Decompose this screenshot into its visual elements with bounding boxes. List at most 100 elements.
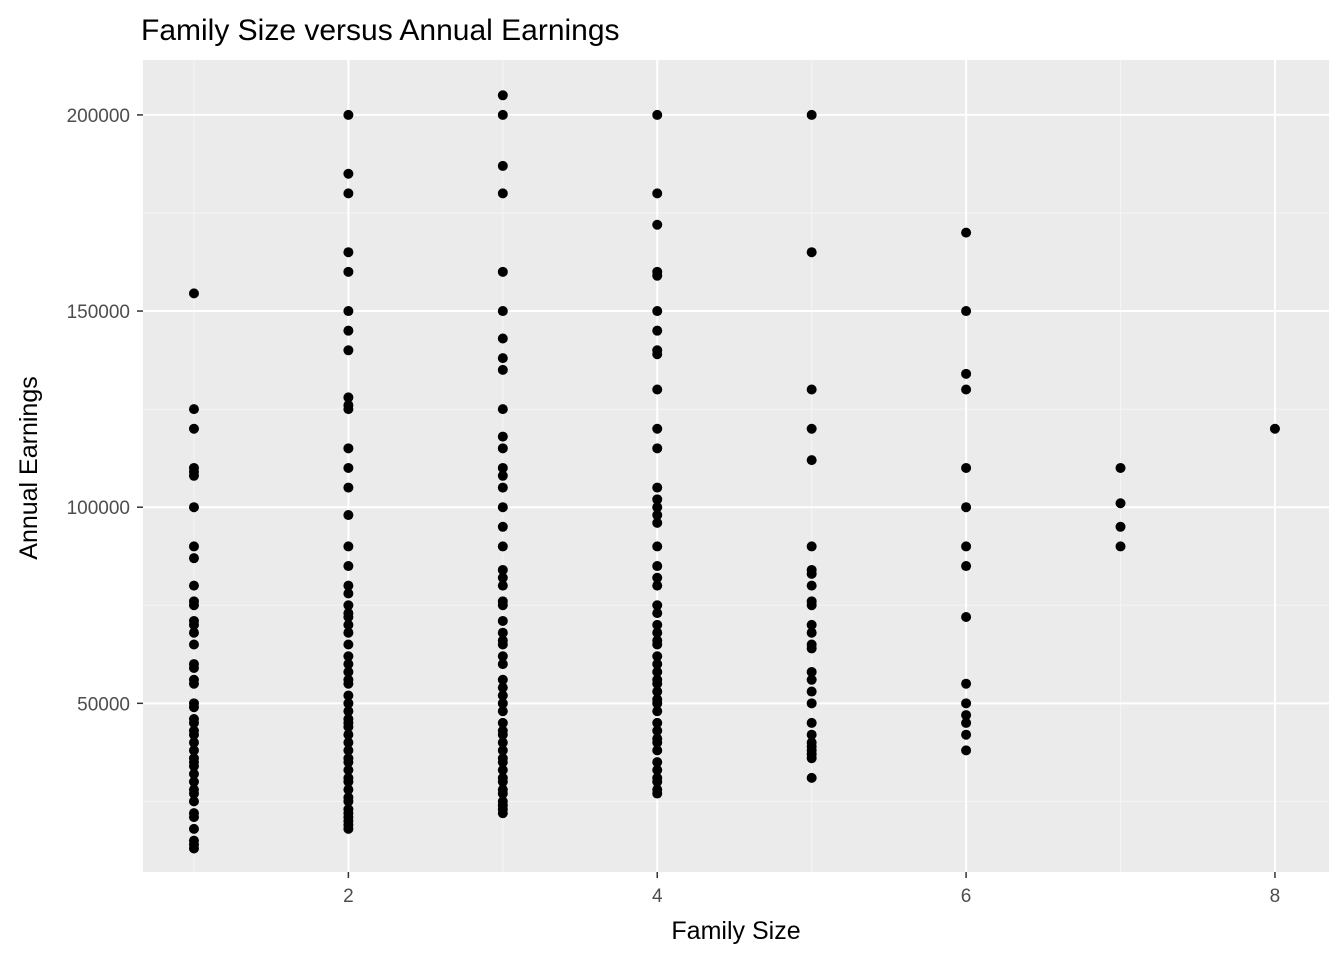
data-point [343,588,354,599]
data-point [497,698,508,709]
data-point [497,431,508,442]
data-point [497,443,508,454]
y-tick-label: 150000 [67,302,130,323]
data-point [497,90,508,101]
data-point [806,729,817,740]
data-point [343,678,354,689]
data-point [497,333,508,344]
data-point [188,717,199,728]
data-point [188,663,199,674]
data-point [497,160,508,171]
y-tick-label: 50000 [77,694,130,715]
data-point [1115,498,1126,509]
data-point [652,561,663,572]
data-point [343,188,354,199]
data-point [188,639,199,650]
data-point [188,768,199,779]
y-axis-title: Annual Earnings [15,376,43,559]
data-point [652,384,663,395]
data-point [806,619,817,630]
data-point [188,627,199,638]
data-point [961,227,972,238]
data-point [497,717,508,728]
minor-gridlines-y [143,212,1329,802]
data-point [188,470,199,481]
data-point [497,729,508,740]
data-point [343,651,354,662]
data-point [652,659,663,670]
data-point [497,808,508,819]
data-point [343,306,354,317]
data-point [652,776,663,787]
data-point [497,745,508,756]
data-point [652,698,663,709]
data-point [188,502,199,513]
data-point [343,627,354,638]
data-point [343,392,354,403]
data-point [806,600,817,611]
data-point [652,325,663,336]
data-point [806,384,817,395]
data-point [652,541,663,552]
data-point [961,502,972,513]
data-point [497,482,508,493]
data-point [961,678,972,689]
data-point [497,600,508,611]
data-point [188,761,199,772]
data-point [497,757,508,768]
data-point [806,772,817,783]
data-point [188,812,199,823]
data-point [343,765,354,776]
data-point [497,737,508,748]
data-point [188,541,199,552]
data-point [961,745,972,756]
data-point [497,541,508,552]
data-point [497,776,508,787]
data-point [497,765,508,776]
data-point [652,349,663,360]
major-gridlines-y [143,113,1329,705]
data-point [652,510,663,521]
data-point [497,564,508,575]
data-point [652,757,663,768]
data-point [652,765,663,776]
data-point [497,639,508,650]
data-point [497,306,508,317]
data-point [343,706,354,717]
data-point [497,651,508,662]
x-axis-ticks: 2 4 6 8 [343,872,1280,907]
data-point [343,698,354,709]
data-point [343,482,354,493]
data-point [806,627,817,638]
data-point [188,580,199,591]
data-point [652,600,663,611]
data-point [343,168,354,179]
data-point [343,729,354,740]
data-point [343,690,354,701]
data-point [652,517,663,528]
data-point [188,423,199,434]
data-point [652,219,663,230]
data-point [497,572,508,583]
data-point [806,686,817,697]
data-point [652,502,663,513]
data-point [652,725,663,736]
data-point [652,608,663,619]
y-tick-label: 200000 [67,106,130,127]
data-point [343,612,354,623]
data-point [806,674,817,685]
data-point [188,553,199,564]
data-point [497,674,508,685]
data-point [343,776,354,787]
data-point [652,639,663,650]
data-point [343,247,354,258]
data-point [188,796,199,807]
data-point [188,776,199,787]
data-point [343,619,354,630]
data-point [961,306,972,317]
data-point [961,710,972,721]
data-point [343,737,354,748]
data-point [343,443,354,454]
data-point [652,717,663,728]
